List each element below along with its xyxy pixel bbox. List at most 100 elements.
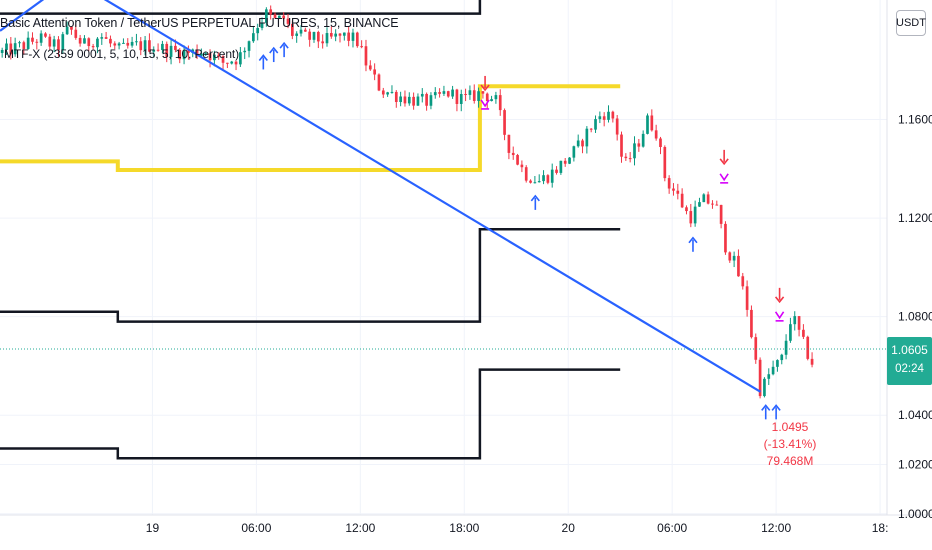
candle-body xyxy=(226,62,229,64)
level-line xyxy=(0,227,621,323)
candle-body xyxy=(312,31,316,40)
candle-body xyxy=(260,22,264,29)
candle-body xyxy=(355,32,359,47)
candle-body xyxy=(351,32,355,41)
candle-body xyxy=(83,38,86,44)
candle-body xyxy=(550,169,554,183)
candle-body xyxy=(507,134,511,153)
sell-arrow-head xyxy=(480,84,490,92)
candle-body xyxy=(555,169,558,173)
trend-line[interactable] xyxy=(0,0,762,393)
candle-body xyxy=(546,175,550,183)
candle-body xyxy=(524,167,528,181)
candle-body xyxy=(663,147,667,179)
candle-body xyxy=(589,128,593,130)
level-line xyxy=(0,0,482,15)
candle-body xyxy=(780,354,784,361)
candle-body xyxy=(581,140,584,147)
candle-body xyxy=(61,34,65,50)
candle-body xyxy=(273,14,277,18)
candle-body xyxy=(693,206,697,224)
candle-body xyxy=(732,255,736,261)
candle-body xyxy=(399,96,402,103)
candle-body xyxy=(182,50,186,60)
candle-body xyxy=(719,204,723,224)
candle-body xyxy=(381,90,385,95)
candle-body xyxy=(78,37,82,44)
candle-body xyxy=(338,33,342,36)
candle-body xyxy=(161,43,164,51)
candle-body xyxy=(607,111,610,120)
candle-body xyxy=(442,91,446,94)
time-axis[interactable]: 19 06:00 12:00 18:00 20 06:00 12:00 18: xyxy=(146,521,889,535)
candle-body xyxy=(368,65,372,70)
candle-body xyxy=(494,95,498,100)
candles xyxy=(0,5,814,399)
candle-body xyxy=(308,31,312,40)
candle-body xyxy=(598,116,602,120)
time-tick-label: 18:00 xyxy=(449,521,479,535)
candle-body xyxy=(750,309,753,338)
candle-body xyxy=(247,41,251,51)
candle-body xyxy=(728,252,732,261)
candle-body xyxy=(680,193,684,208)
candle-body xyxy=(22,42,26,49)
candle-body xyxy=(35,41,39,43)
candle-body xyxy=(65,26,69,35)
candle-body xyxy=(70,26,73,30)
candle-body xyxy=(416,96,420,106)
candle-body xyxy=(87,38,91,47)
candle-body xyxy=(234,61,238,65)
candle-body xyxy=(303,29,307,32)
candle-body xyxy=(221,56,225,63)
candle-body xyxy=(18,42,21,44)
candle-body xyxy=(156,49,160,51)
time-tick-label: 12:00 xyxy=(345,521,375,535)
price-tick-label: 1.0200 xyxy=(898,457,932,471)
candle-body xyxy=(174,45,177,50)
candle-body xyxy=(269,9,273,15)
candle-body xyxy=(104,37,108,39)
candle-body xyxy=(130,41,134,46)
candle-body xyxy=(676,190,680,194)
candle-body xyxy=(329,33,333,37)
candle-body xyxy=(122,42,125,44)
buy-arrow-head xyxy=(269,46,279,54)
candle-body xyxy=(113,43,117,46)
candle-body xyxy=(568,157,571,164)
candle-body xyxy=(52,39,56,47)
signal-marker xyxy=(719,173,729,182)
candle-body xyxy=(148,40,151,52)
candle-body xyxy=(204,53,208,55)
candle-body xyxy=(542,175,545,182)
price-tick-label: 1.0000 xyxy=(898,507,932,521)
candle-body xyxy=(195,49,199,56)
candle-body xyxy=(758,359,762,397)
currency-button[interactable]: USDT xyxy=(896,10,926,36)
time-tick-label: 12:00 xyxy=(761,521,791,535)
signal-markers xyxy=(258,41,785,420)
candle-body xyxy=(715,204,719,206)
trend-line-group[interactable] xyxy=(0,0,762,393)
candle-body xyxy=(472,90,476,101)
candle-body xyxy=(537,181,541,183)
candle-body xyxy=(698,202,701,207)
candle-body xyxy=(771,366,775,375)
candle-body xyxy=(810,358,814,365)
candle-body xyxy=(737,255,740,277)
candle-body xyxy=(342,32,346,36)
candle-body xyxy=(239,52,242,65)
price-axis[interactable]: 1.1600 1.1200 1.0800 1.0400 1.0200 1.0000 xyxy=(898,113,932,521)
candle-body xyxy=(793,316,797,325)
buy-arrow-head xyxy=(761,404,771,411)
candle-body xyxy=(91,46,95,48)
indicator-legend[interactable]: MTF-X (2359 0001, 5, 10, 15, 5, 10, Perc… xyxy=(4,47,240,61)
candle-body xyxy=(533,182,537,184)
grid xyxy=(0,0,887,515)
candle-body xyxy=(724,223,727,253)
candle-body xyxy=(468,90,472,95)
candle-body xyxy=(407,96,411,104)
candle-body xyxy=(256,28,260,34)
